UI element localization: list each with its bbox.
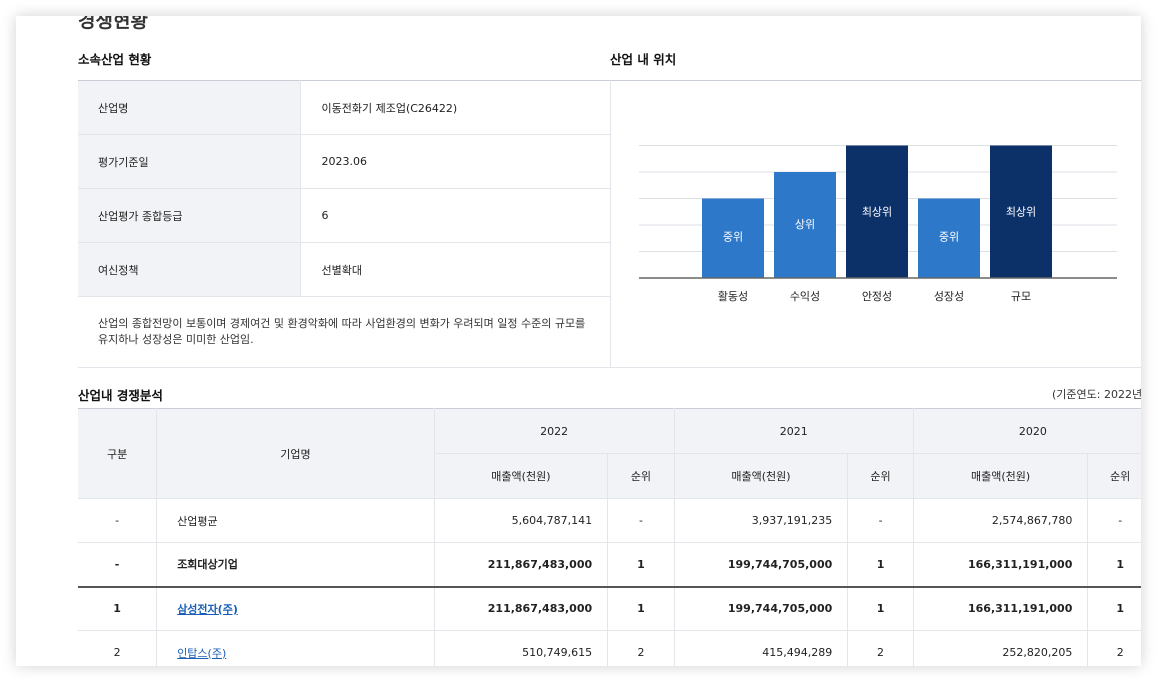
chart-tick-label: 수익성 xyxy=(790,290,820,303)
rank-cell: 1 xyxy=(607,542,675,588)
chart-bar xyxy=(846,145,908,278)
chart-data-label: 중위 xyxy=(723,231,743,244)
page-title: 경쟁현황 xyxy=(78,16,148,32)
industry-row-grade: 산업평가 종합등급 6 xyxy=(78,188,610,243)
chart-tick-label: 안정성 xyxy=(862,290,892,303)
company-link-samsung[interactable]: 삼성전자(주) xyxy=(177,602,238,616)
credit-policy-value: 선별확대 xyxy=(300,242,610,297)
division-cell: 2 xyxy=(78,630,158,666)
chart-data-label: 중위 xyxy=(939,231,959,244)
rank-cell: - xyxy=(607,498,675,543)
company-header: 기업명 xyxy=(156,408,435,499)
company-link-intops[interactable]: 인탑스(주) xyxy=(177,646,227,660)
sales-header-2020: 매출액(천원) xyxy=(913,453,1089,499)
table-row: 2 인탑스(주) 510,749,615 2 415,494,289 2 252… xyxy=(78,630,1141,666)
sales-cell: 3,937,191,235 xyxy=(674,498,849,543)
industry-position-title: 산업 내 위치 xyxy=(610,52,677,67)
base-year-note: (기준연도: 2022년) xyxy=(1052,388,1141,401)
industry-name-label: 산업명 xyxy=(78,80,301,135)
sales-cell: 510,749,615 xyxy=(434,630,609,666)
chart-bar xyxy=(702,198,764,278)
company-cell: 인탑스(주) xyxy=(156,630,435,666)
rank-cell: 1 xyxy=(1087,586,1141,631)
rank-cell: 2 xyxy=(847,630,914,666)
company-cell: 삼성전자(주) xyxy=(156,586,435,631)
rank-cell: 2 xyxy=(607,630,675,666)
rank-cell: - xyxy=(1087,498,1141,543)
sales-header-2021: 매출액(천원) xyxy=(674,453,849,499)
table-row: 1 삼성전자(주) 211,867,483,000 1 199,744,705,… xyxy=(78,586,1141,631)
year-header-2022: 2022 xyxy=(434,408,675,454)
chart-tick-label: 활동성 xyxy=(718,289,748,303)
credit-policy-label: 여신정책 xyxy=(78,242,301,297)
division-header: 구분 xyxy=(78,408,158,499)
company-cell: 산업평균 xyxy=(156,498,435,543)
industry-row-policy: 여신정책 선별확대 xyxy=(78,242,610,297)
industry-row-name: 산업명 이동전화기 제조업(C26422) xyxy=(78,80,610,135)
overall-grade-value: 6 xyxy=(300,188,610,243)
competition-status-panel: 경쟁현황 소속산업 현황 산업 내 위치 산업명 이동전화기 제조업(C2642… xyxy=(16,16,1141,666)
rank-cell: 1 xyxy=(847,542,914,588)
evaluation-date-value: 2023.06 xyxy=(300,134,610,189)
sales-cell: 5,604,787,141 xyxy=(434,498,609,543)
year-header-2021: 2021 xyxy=(674,408,914,454)
sales-cell: 199,744,705,000 xyxy=(674,586,849,631)
sales-cell: 211,867,483,000 xyxy=(434,542,609,588)
sales-cell: 166,311,191,000 xyxy=(913,542,1089,588)
rank-cell: 2 xyxy=(1087,630,1141,666)
industry-status-title: 소속산업 현황 xyxy=(78,52,152,67)
rank-cell: 1 xyxy=(607,586,675,631)
competition-analysis-title: 산업내 경쟁분석 xyxy=(78,388,163,403)
industry-summary: 산업의 종합전망이 보통이며 경제여건 및 환경악화에 따라 사업환경의 변화가… xyxy=(78,298,610,368)
chart-bar xyxy=(918,198,980,278)
chart-data-label: 상위 xyxy=(795,218,815,231)
industry-info-table: 산업명 이동전화기 제조업(C26422) 평가기준일 2023.06 산업평가… xyxy=(78,80,610,297)
overall-grade-label: 산업평가 종합등급 xyxy=(78,188,301,243)
sales-cell: 199,744,705,000 xyxy=(674,542,849,588)
table-row-target-company: - 조회대상기업 211,867,483,000 1 199,744,705,0… xyxy=(78,542,1141,588)
sales-cell: 252,820,205 xyxy=(913,630,1089,666)
chart-bar xyxy=(774,172,836,278)
rank-header-2021: 순위 xyxy=(847,453,914,499)
year-header-2020: 2020 xyxy=(913,408,1141,454)
division-cell: 1 xyxy=(78,586,158,631)
rank-cell: 1 xyxy=(847,586,914,631)
sales-cell: 2,574,867,780 xyxy=(913,498,1089,543)
rank-cell: - xyxy=(847,498,914,543)
chart-bar xyxy=(990,145,1052,278)
company-cell: 조회대상기업 xyxy=(156,542,435,588)
competition-table: 구분 기업명 2022 2021 2020 매출액(천원) 순위 매출액(천원)… xyxy=(78,408,1141,666)
evaluation-date-label: 평가기준일 xyxy=(78,134,301,189)
chart-tick-label: 규모 xyxy=(1011,290,1031,303)
rank-header-2022: 순위 xyxy=(607,453,675,499)
sales-header-2022: 매출액(천원) xyxy=(434,453,609,499)
chart-data-label: 최상위 xyxy=(1006,206,1036,219)
industry-name-value: 이동전화기 제조업(C26422) xyxy=(300,80,610,135)
rank-header-2020: 순위 xyxy=(1087,453,1141,499)
sales-cell: 211,867,483,000 xyxy=(434,586,609,631)
industry-row-date: 평가기준일 2023.06 xyxy=(78,134,610,189)
chart-tick-label: 성장성 xyxy=(934,290,964,303)
sales-cell: 166,311,191,000 xyxy=(913,586,1089,631)
division-cell: - xyxy=(78,498,158,543)
chart-data-label: 최상위 xyxy=(862,206,892,219)
sales-cell: 415,494,289 xyxy=(674,630,849,666)
division-cell: - xyxy=(78,542,158,588)
rank-cell: 1 xyxy=(1087,542,1141,588)
table-row: - 산업평균 5,604,787,141 - 3,937,191,235 - 2… xyxy=(78,498,1141,543)
